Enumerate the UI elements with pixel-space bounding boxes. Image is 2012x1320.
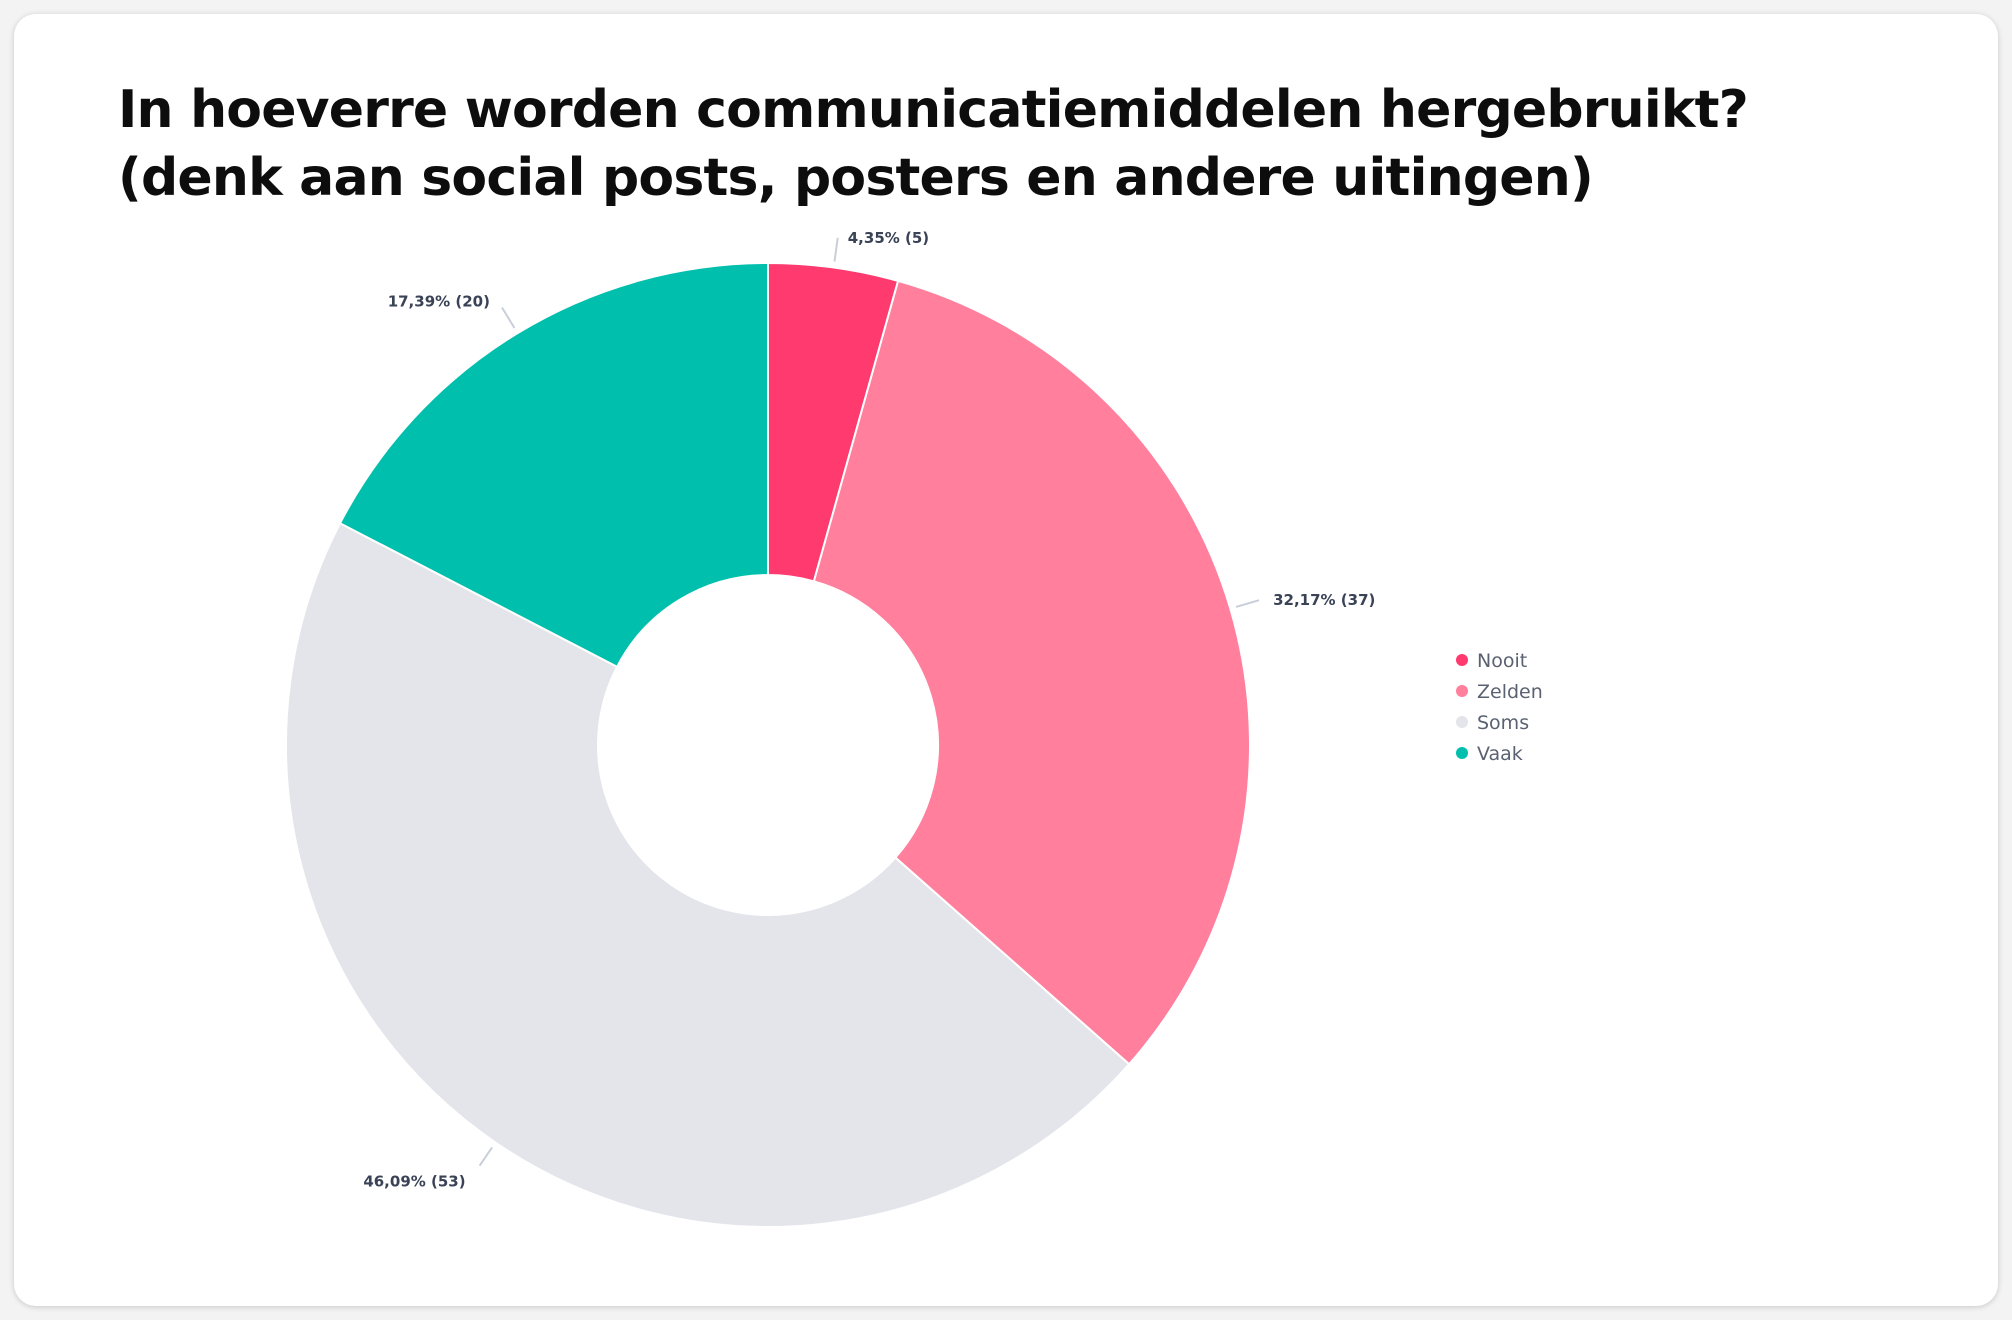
legend-label-vaak[interactable]: Vaak <box>1477 743 1523 765</box>
donut-slices <box>285 261 1251 1228</box>
leader-line-zelden <box>1235 599 1260 608</box>
leader-line-vaak <box>501 307 516 329</box>
legend-marker-nooit <box>1456 654 1468 666</box>
slice-soms[interactable] <box>285 521 1131 1228</box>
legend-marker-zelden <box>1456 685 1468 697</box>
slice-vaak[interactable] <box>338 261 769 669</box>
legend-marker-vaak <box>1456 747 1468 759</box>
chart-title: In hoeverre worden communicatiemiddelen … <box>118 76 1749 212</box>
slice-label-soms: 46,09% (53) <box>363 1173 465 1191</box>
leader-line-nooit <box>833 237 839 262</box>
legend-marker-soms <box>1456 716 1468 728</box>
slice-label-zelden: 32,17% (37) <box>1273 591 1375 609</box>
leader-line-soms <box>478 1146 493 1167</box>
legend-label-zelden[interactable]: Zelden <box>1477 681 1543 703</box>
slice-label-vaak: 17,39% (20) <box>388 293 490 311</box>
slice-labels: 4,35% (5) 32,17% (37) 46,09% (53) 17,39% (2… <box>363 229 1375 1191</box>
slice-zelden[interactable] <box>812 279 1251 1066</box>
chart-title-line-2: (denk aan social posts, posters en ander… <box>118 148 1594 208</box>
legend-label-nooit[interactable]: Nooit <box>1477 650 1527 672</box>
chart-title-line-1: In hoeverre worden communicatiemiddelen … <box>118 80 1749 140</box>
chart-legend: Nooit Zelden Soms Vaak <box>1456 650 1543 765</box>
slice-label-nooit: 4,35% (5) <box>848 229 929 247</box>
legend-label-soms[interactable]: Soms <box>1477 712 1529 734</box>
